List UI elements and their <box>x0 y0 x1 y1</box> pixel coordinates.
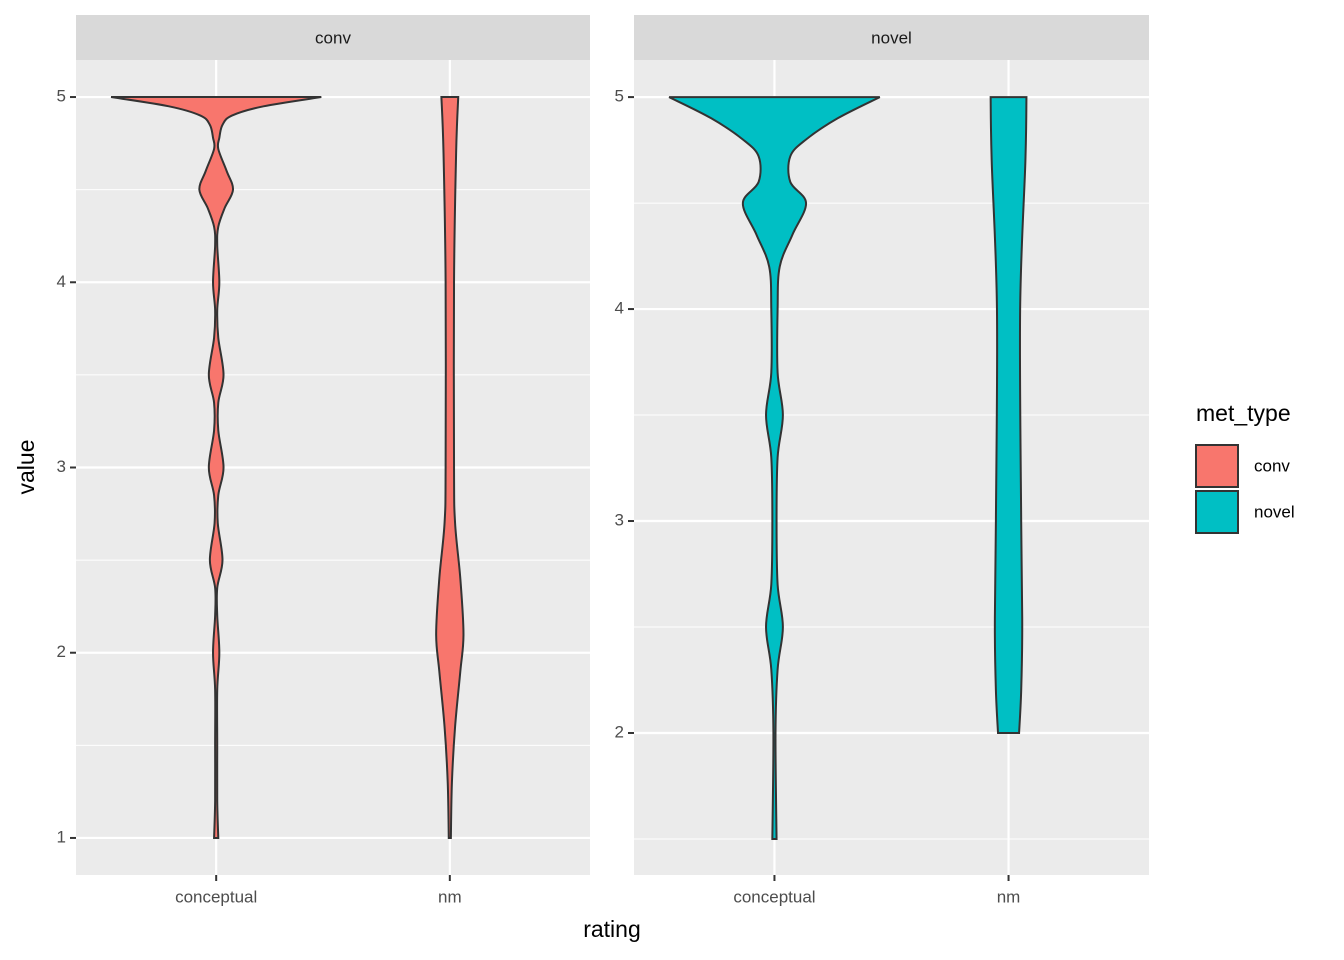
panel-background <box>634 60 1149 875</box>
y-tick-label: 3 <box>615 511 624 530</box>
violin <box>668 96 881 840</box>
strip <box>76 15 590 60</box>
y-tick-label: 2 <box>615 722 624 741</box>
x-axis-label: rating <box>583 916 641 942</box>
y-axis-label: value <box>13 440 39 495</box>
violin <box>989 96 1028 734</box>
y-tick-label: 5 <box>615 87 624 106</box>
strip-label: novel <box>871 28 912 47</box>
y-tick-label: 5 <box>57 87 66 106</box>
legend-key <box>1195 490 1239 534</box>
strip <box>634 15 1149 60</box>
violin <box>110 96 322 839</box>
legend-label: novel <box>1254 502 1295 521</box>
y-tick-label: 4 <box>57 272 66 291</box>
y-tick-label: 1 <box>57 827 66 846</box>
legend-label: conv <box>1254 456 1290 475</box>
x-tick-label: conceptual <box>175 887 257 906</box>
y-tick-label: 3 <box>57 457 66 476</box>
y-tick-label: 4 <box>615 299 624 318</box>
legend-title: met_type <box>1196 400 1291 426</box>
x-tick-label: nm <box>438 887 462 906</box>
y-tick-label: 2 <box>57 642 66 661</box>
violin <box>435 96 465 839</box>
x-tick-label: nm <box>997 887 1021 906</box>
legend-key <box>1195 444 1239 488</box>
strip-label: conv <box>315 28 351 47</box>
x-tick-label: conceptual <box>733 887 815 906</box>
